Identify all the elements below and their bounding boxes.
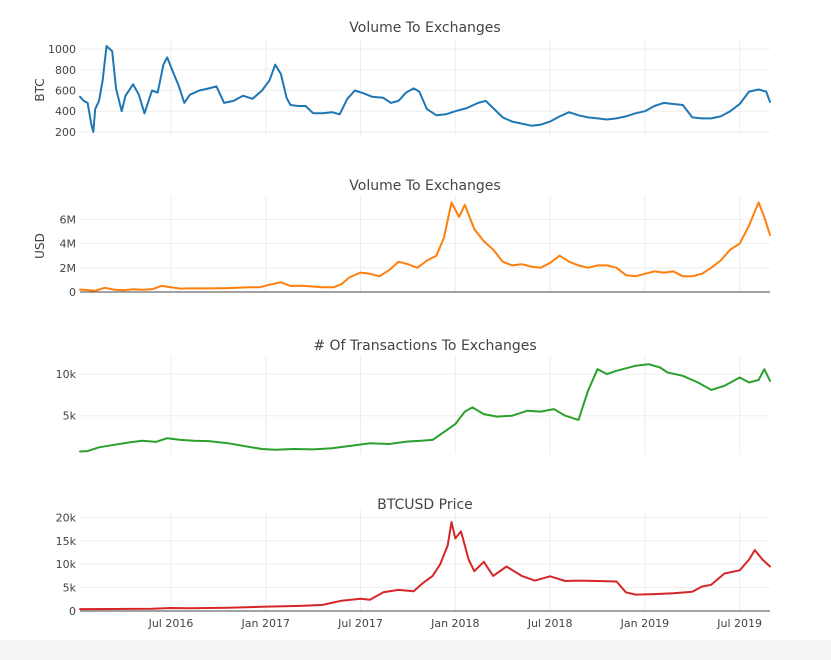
x-tick-label: Jan 2019 [620, 617, 669, 630]
x-tick-label: Jul 2016 [148, 617, 194, 630]
x-tick-label: Jul 2018 [527, 617, 573, 630]
y-tick-label: 0 [69, 286, 76, 299]
y-tick-label: 4M [60, 238, 77, 251]
y-tick-label: 6M [60, 213, 77, 226]
y-tick-label: 400 [55, 105, 76, 118]
panel-3: 5k 10k # Of Transactions To Exchanges [56, 338, 771, 454]
y-axis-label: BTC [33, 78, 47, 101]
x-tick-label: Jan 2017 [241, 617, 290, 630]
y-tick-label: 800 [55, 64, 76, 77]
series-line [79, 45, 771, 133]
x-tick-label: Jan 2018 [430, 617, 479, 630]
y-tick-label: 0 [69, 605, 76, 618]
y-tick-label: 600 [55, 85, 76, 98]
series-line [79, 363, 771, 453]
chart-title: Volume To Exchanges [349, 20, 500, 36]
chart-title: BTCUSD Price [377, 497, 473, 513]
y-tick-label: 200 [55, 126, 76, 139]
x-axis: Jul 2016 Jan 2017 Jul 2017 Jan 2018 Jul 2018… [148, 617, 762, 630]
series-line [79, 201, 771, 292]
chart-figure: 200 400 600 800 1000 Volume To Exchanges BTC 0 2… [33, 20, 771, 630]
x-tick-label: Jul 2019 [716, 617, 762, 630]
y-tick-label: 5k [63, 582, 77, 595]
x-tick-label: Jul 2017 [337, 617, 383, 630]
y-tick-label: 10k [56, 558, 77, 571]
y-axis-label: USD [33, 233, 47, 259]
y-tick-label: 2M [60, 262, 77, 275]
panel-1: 200 400 600 800 1000 Volume To Exchanges BTC [33, 20, 771, 139]
chart-title: Volume To Exchanges [349, 178, 500, 194]
y-tick-label: 10k [56, 368, 77, 381]
y-tick-label: 15k [56, 535, 77, 548]
series-line [79, 521, 771, 611]
y-tick-label: 5k [63, 410, 77, 423]
chart-title: # Of Transactions To Exchanges [313, 338, 536, 354]
footer-bar [0, 640, 831, 660]
y-tick-label: 1000 [48, 43, 76, 56]
panel-4: 0 5k 10k 15k 20k BTCUSD Price [56, 497, 771, 618]
y-tick-label: 20k [56, 511, 77, 524]
panel-2: 0 2M 4M 6M Volume To Exchanges USD [33, 178, 771, 299]
